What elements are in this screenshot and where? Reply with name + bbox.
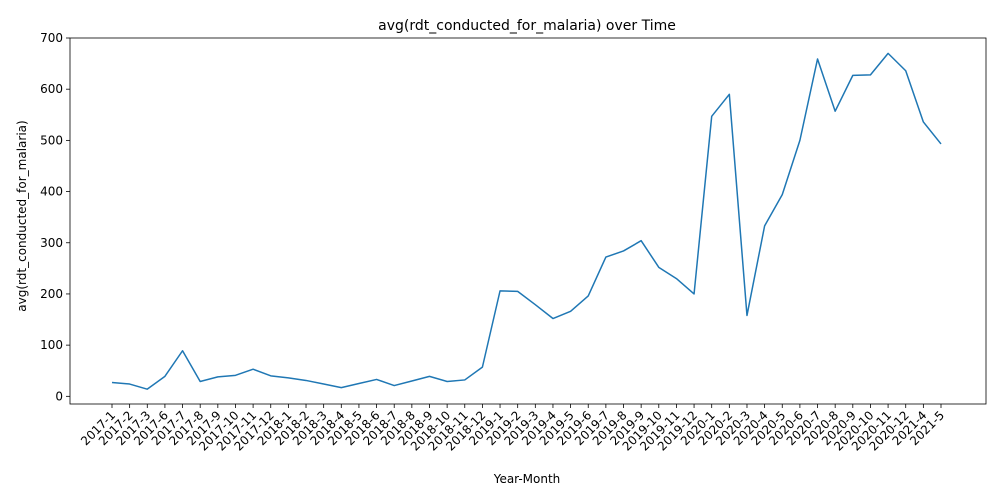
y-tick-label: 100 [40,338,63,352]
y-tick-label: 0 [55,389,63,403]
series-line [111,52,942,390]
y-tick-label: 400 [40,185,63,199]
y-axis-label: avg(rdt_conducted_for_malaria) [15,120,29,311]
y-tick-label: 200 [40,287,63,301]
y-tick-label: 600 [40,82,63,96]
plot-frame [69,37,987,405]
y-tick-label: 700 [40,31,63,45]
y-tick-label: 500 [40,133,63,147]
y-tick-label: 300 [40,236,63,250]
chart-title: avg(rdt_conducted_for_malaria) over Time [378,18,676,34]
x-axis-label: Year-Month [493,472,561,486]
plot-area: 01002003004005006007002017-12017-22017-3… [40,31,987,454]
